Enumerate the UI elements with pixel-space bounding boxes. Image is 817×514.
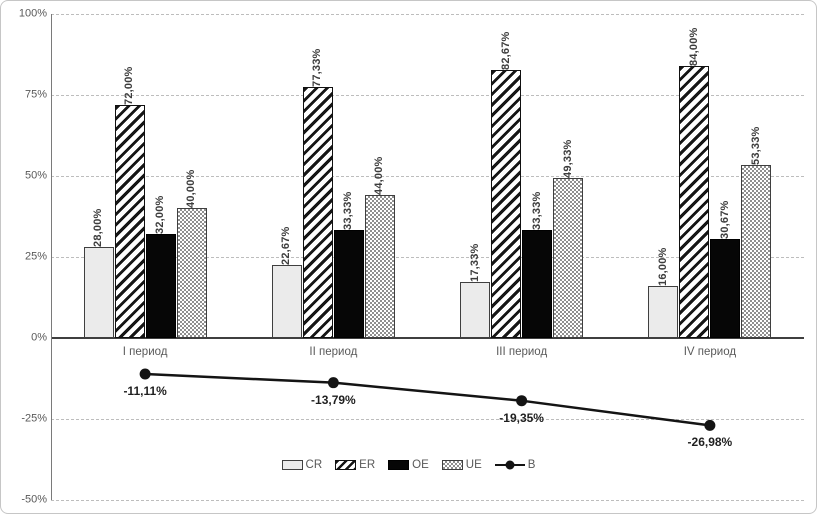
gridline--25% <box>51 419 804 420</box>
bar-oe-1 <box>145 234 176 338</box>
line-value-label-3: -19,35% <box>499 410 544 425</box>
bar-ue-2 <box>364 195 395 338</box>
legend-label-cr: CR <box>305 459 323 471</box>
legend-label-b: B <box>527 459 536 471</box>
x-axis-category-label-4: IV период <box>683 346 737 358</box>
legend-swatch-cr-icon <box>281 460 303 470</box>
line-marker-2 <box>327 377 339 389</box>
bar-cr-1 <box>83 247 114 338</box>
bar-cr-2 <box>271 264 302 338</box>
y-axis-line <box>51 14 52 500</box>
legend-swatch-oe-icon <box>388 460 410 470</box>
legend-label-oe: OE <box>412 459 429 471</box>
gridline--50% <box>51 500 804 501</box>
legend-label-ue: UE <box>465 459 482 471</box>
line-value-label-1: -11,11% <box>123 383 167 398</box>
line-value-label-4: -26,98% <box>687 435 733 450</box>
legend-item-ue: UE <box>441 459 482 471</box>
legend-swatch-er-icon <box>335 460 357 470</box>
y-axis-tick-label: 0% <box>31 331 47 344</box>
legend-item-b: B <box>494 459 536 471</box>
legend-item-er: ER <box>335 459 375 471</box>
gridline-100% <box>51 14 804 15</box>
x-axis-category-label-1: I период <box>122 346 168 358</box>
y-axis-tick-label: 50% <box>24 169 47 182</box>
line-marker-1 <box>139 368 151 380</box>
bar-er-1 <box>114 104 145 338</box>
bar-er-2 <box>302 87 333 338</box>
bar-oe-3 <box>522 230 553 338</box>
legend-swatch-ue-icon <box>441 460 463 470</box>
legend-marker-dot-icon <box>505 460 515 470</box>
y-axis-tick-label: -25% <box>21 412 47 425</box>
gridline-75% <box>51 95 804 96</box>
y-axis-tick-label: 100% <box>18 7 47 20</box>
bar-cr-4 <box>648 286 679 338</box>
legend-swatch-b-icon <box>494 460 525 471</box>
bar-ue-4 <box>741 165 772 338</box>
gridline-50% <box>51 176 804 177</box>
x-axis-category-label-2: II период <box>309 346 358 358</box>
bar-ue-1 <box>176 208 207 338</box>
y-axis-tick-label: 25% <box>24 250 47 263</box>
x-axis-category-label-3: III период <box>496 346 548 358</box>
legend-item-oe: OE <box>388 459 429 471</box>
y-axis-tick-label: -50% <box>21 493 47 506</box>
gridline-25% <box>51 257 804 258</box>
line-marker-3 <box>516 395 528 407</box>
bar-oe-2 <box>333 230 364 338</box>
bar-cr-3 <box>460 281 491 338</box>
y-axis-tick-label: 75% <box>24 88 47 101</box>
line-value-label-2: -13,79% <box>311 392 356 407</box>
bar-er-4 <box>679 65 710 338</box>
legend-label-er: ER <box>359 459 376 471</box>
bar-oe-4 <box>710 238 741 338</box>
gridline-0% <box>51 337 804 339</box>
trend-line <box>145 372 711 427</box>
legend: CR ER OE UE B <box>1 459 816 471</box>
bar-er-3 <box>491 70 522 338</box>
bar-ue-3 <box>553 178 584 338</box>
legend-item-cr: CR <box>281 459 323 471</box>
line-marker-4 <box>704 419 716 431</box>
